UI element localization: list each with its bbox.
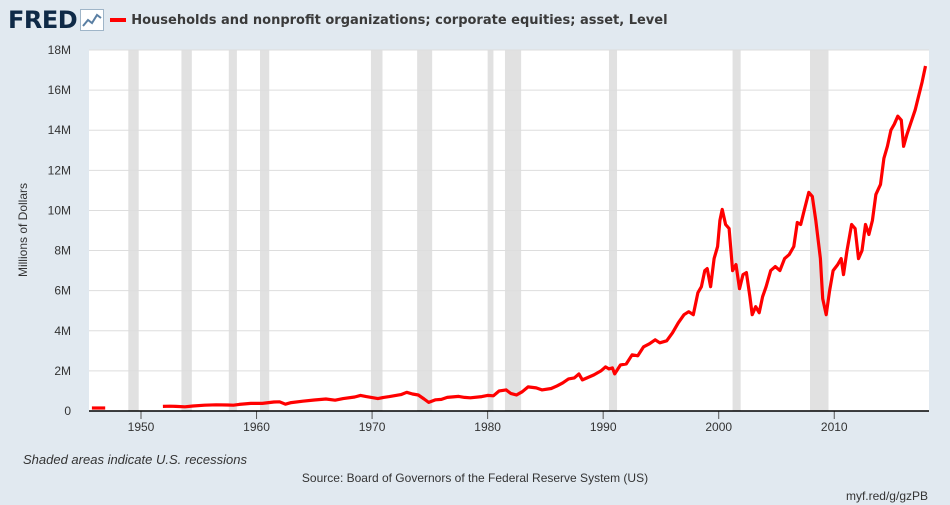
y-tick-label: 8M: [54, 244, 71, 258]
y-tick-label: 12M: [48, 163, 71, 177]
recession-shading: [128, 50, 829, 411]
x-tick-label: 2000: [705, 420, 732, 434]
recession-band: [417, 50, 433, 411]
fred-logo[interactable]: FRED: [8, 6, 78, 34]
x-tick-label: 1960: [243, 420, 270, 434]
source-note: Source: Board of Governors of the Federa…: [301, 471, 649, 485]
y-tick-label: 4M: [54, 324, 71, 338]
y-tick-label: 18M: [48, 43, 71, 57]
gridlines: [89, 49, 929, 372]
y-tick-label: 0: [64, 404, 71, 418]
recession-band: [370, 50, 383, 411]
series-title[interactable]: Households and nonprofit organizations; …: [131, 12, 668, 28]
recession-band: [809, 50, 829, 411]
series-line: [162, 65, 928, 409]
recession-band: [504, 50, 522, 411]
recession-band: [228, 50, 237, 411]
y-tick-label: 14M: [48, 123, 71, 137]
y-tick-label: 10M: [48, 203, 71, 217]
y-axis-ticks: 0 2M 4M 6M 8M 10M 12M 14M 16M 18M: [48, 43, 72, 418]
y-tick-label: 6M: [54, 284, 71, 298]
x-axis-ticks: 1950 1960 1970 1980 1990 2000 2010: [128, 411, 848, 434]
recession-band: [260, 50, 270, 411]
short-url[interactable]: myf.red/g/gzPB: [845, 489, 928, 503]
y-tick-label: 2M: [54, 364, 71, 378]
x-tick-label: 1970: [359, 420, 386, 434]
legend-swatch: [110, 18, 127, 22]
y-tick-label: 16M: [48, 83, 71, 97]
x-tick-label: 1990: [590, 420, 617, 434]
y-axis-label: Millions of Dollars: [16, 183, 30, 277]
recession-band: [732, 50, 741, 411]
x-tick-label: 1980: [474, 420, 501, 434]
series-lines: [91, 65, 928, 410]
recession-note: Shaded areas indicate U.S. recessions: [23, 452, 248, 467]
x-tick-label: 1950: [128, 420, 155, 434]
chart-header: FRED Households and nonprofit organizati…: [8, 6, 668, 34]
line-graph-icon: [80, 9, 105, 31]
recession-band: [128, 50, 139, 411]
recession-band: [487, 50, 494, 411]
x-tick-label: 2010: [821, 420, 848, 434]
recession-band: [181, 50, 192, 411]
recession-band: [608, 50, 618, 411]
